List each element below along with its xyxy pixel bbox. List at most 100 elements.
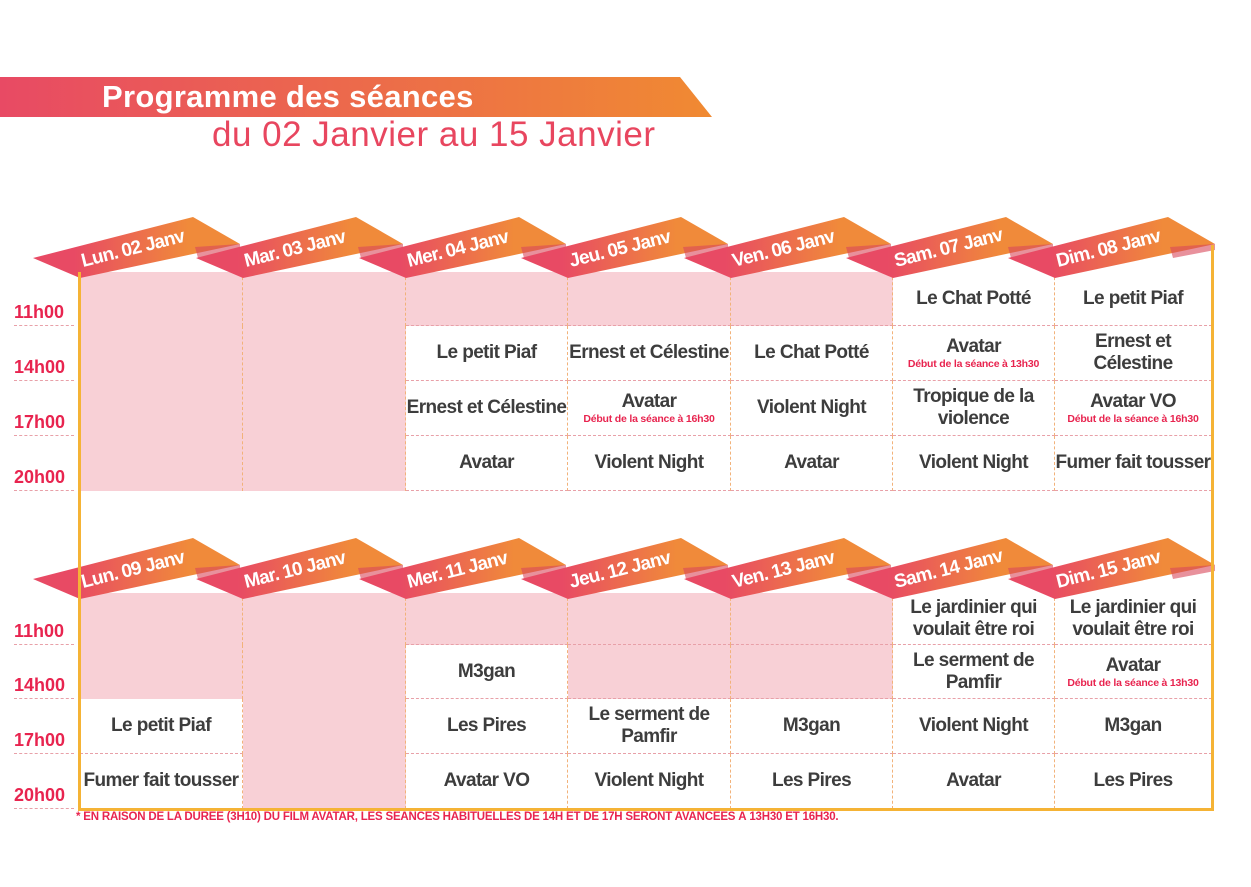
screening-cell: Avatar Début de la séance à 13h30 (1055, 645, 1212, 699)
banner-ribbon (196, 538, 403, 599)
film-title: Les Pires (1093, 770, 1173, 791)
screening-cell: Le petit Piaf (406, 326, 568, 381)
empty-cell (568, 272, 731, 326)
banner-ribbon (684, 217, 891, 278)
banner-ribbon (521, 538, 728, 599)
banner-fold (358, 565, 403, 579)
film-title: Le Chat Potté (754, 342, 869, 363)
time-label: 17h00 (14, 412, 74, 436)
empty-cell (80, 593, 243, 645)
empty-cell (731, 272, 893, 326)
screening-note: Début de la séance à 16h30 (583, 413, 715, 425)
banner-fold (521, 244, 566, 258)
time-label: 11h00 (14, 621, 74, 645)
banner-fold (195, 565, 240, 579)
banner-fold (521, 565, 566, 579)
banner-ribbon (684, 538, 891, 599)
film-title: Le petit Piaf (111, 715, 211, 736)
screening-cell: Violent Night (731, 381, 893, 436)
empty-cell (243, 593, 406, 645)
banner-fold (683, 244, 728, 258)
empty-cell (406, 593, 568, 645)
film-title: Avatar (784, 452, 839, 473)
film-title: Avatar VO (1090, 391, 1176, 412)
empty-cell (731, 593, 893, 645)
time-label: 14h00 (14, 675, 74, 699)
film-title: Violent Night (594, 452, 704, 473)
film-title: Tropique de la violence (913, 386, 1034, 429)
banner-fold (846, 565, 891, 579)
screening-cell: Le serment de Pamfir (568, 699, 731, 754)
banner-fold (846, 244, 891, 258)
empty-cell (568, 593, 731, 645)
banner-fold (1170, 565, 1215, 579)
film-title: Avatar (946, 336, 1001, 357)
screening-cell: Avatar Début de la séance à 16h30 (568, 381, 731, 436)
frame-border (1211, 245, 1214, 811)
banner-fold (195, 244, 240, 258)
film-title: Violent Night (918, 715, 1029, 736)
page-subtitle: du 02 Janvier au 15 Janvier (212, 115, 656, 154)
banner-fold (683, 565, 728, 579)
banner-fold (358, 244, 403, 258)
banner-ribbon (1008, 217, 1215, 278)
film-title: Fumer fait tousser (83, 770, 240, 791)
screening-cell: Le Chat Potté (731, 326, 893, 381)
film-title: Le serment de Pamfir (912, 649, 1035, 693)
time-label: 17h00 (14, 730, 74, 754)
banner-ribbon (33, 538, 240, 599)
screening-cell: Le serment de Pamfir (893, 645, 1055, 699)
footnote: * EN RAISON DE LA DURÉE (3H10) DU FILM A… (76, 811, 839, 823)
empty-cell (243, 754, 406, 809)
film-title: Avatar VO (443, 770, 530, 791)
screening-cell: Les Pires (406, 699, 568, 754)
film-title: Avatar (1105, 654, 1161, 676)
film-title: Le Chat Potté (916, 287, 1031, 309)
empty-cell (80, 326, 243, 381)
screening-note: Début de la séance à 13h30 (907, 358, 1040, 370)
banner-fold (1008, 244, 1053, 258)
empty-cell (243, 699, 406, 754)
film-title: Ernest et Célestine (569, 342, 729, 363)
film-title: Le jardinier qui voulait être roi (1069, 596, 1197, 640)
screening-cell: Avatar Début de la séance à 13h30 (893, 326, 1055, 381)
empty-cell (80, 436, 243, 491)
banner-ribbon (359, 217, 566, 278)
banner-ribbon (846, 217, 1053, 278)
screening-note: Début de la séance à 13h30 (1067, 676, 1199, 689)
screening-cell: Violent Night (568, 436, 731, 491)
film-title: Avatar (459, 452, 514, 473)
time-label: 20h00 (14, 467, 74, 491)
banner-ribbon (359, 538, 566, 599)
film-title: Le petit Piaf (1083, 287, 1183, 309)
screening-cell: Le petit Piaf (80, 699, 243, 754)
film-title: Le petit Piaf (436, 342, 537, 363)
screening-cell: Avatar (406, 436, 568, 491)
empty-cell (568, 645, 731, 699)
page-title: Programme des séances (102, 79, 474, 114)
screening-cell: Ernest et Célestine (568, 326, 731, 381)
empty-cell (731, 645, 893, 699)
banner-fold (1170, 244, 1215, 258)
film-title: Les Pires (771, 770, 852, 791)
screening-cell: Violent Night (893, 436, 1055, 491)
time-label: 20h00 (14, 785, 74, 809)
screening-cell: Ernest et Célestine (406, 381, 568, 436)
screening-note: Début de la séance à 16h30 (1067, 413, 1199, 425)
time-label: 11h00 (14, 302, 74, 326)
empty-cell (243, 645, 406, 699)
film-title: Fumer fait tousser (1055, 452, 1212, 473)
film-title: Violent Night (918, 452, 1029, 473)
screening-cell: Avatar VO Début de la séance à 16h30 (1055, 381, 1212, 436)
empty-cell (80, 272, 243, 326)
banner-ribbon (846, 538, 1053, 599)
screening-cell: M3gan (406, 645, 568, 699)
screening-cell: M3gan (731, 699, 893, 754)
empty-cell (80, 381, 243, 436)
empty-cell (80, 645, 243, 699)
banner-ribbon (33, 217, 240, 278)
empty-cell (243, 436, 406, 491)
